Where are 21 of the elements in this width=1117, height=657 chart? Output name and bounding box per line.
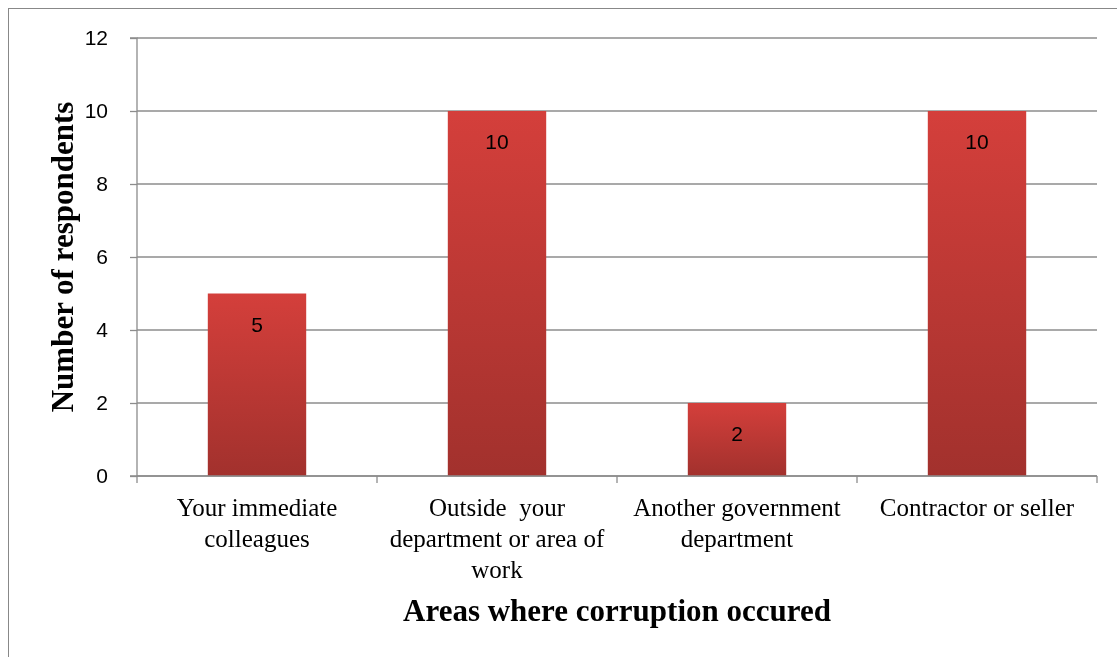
y-tick-label: 4 <box>96 318 109 342</box>
bar <box>447 111 547 476</box>
y-tick-label: 6 <box>96 245 108 269</box>
bar <box>927 111 1027 476</box>
y-tick-label: 2 <box>96 391 108 415</box>
data-label: 10 <box>485 130 509 153</box>
y-axis-title: Number of respondents <box>45 101 80 413</box>
y-tick-label: 12 <box>84 26 108 50</box>
x-axis-title: Areas where corruption occured <box>403 593 831 628</box>
bar <box>207 293 307 476</box>
x-tick-label: Your immediate colleagues <box>176 494 338 552</box>
y-tick-label: 10 <box>84 99 108 123</box>
data-label: 10 <box>965 130 989 153</box>
data-label: 5 <box>251 312 263 336</box>
x-tick-label: Contractor or seller <box>879 494 1075 521</box>
x-tick-label: Outside your department or area of work <box>389 494 605 583</box>
x-tick-label: Another government department <box>633 494 841 552</box>
y-tick-label: 8 <box>96 172 108 196</box>
bar <box>687 403 787 476</box>
y-tick-label: 0 <box>96 464 108 488</box>
data-label: 2 <box>731 422 743 445</box>
